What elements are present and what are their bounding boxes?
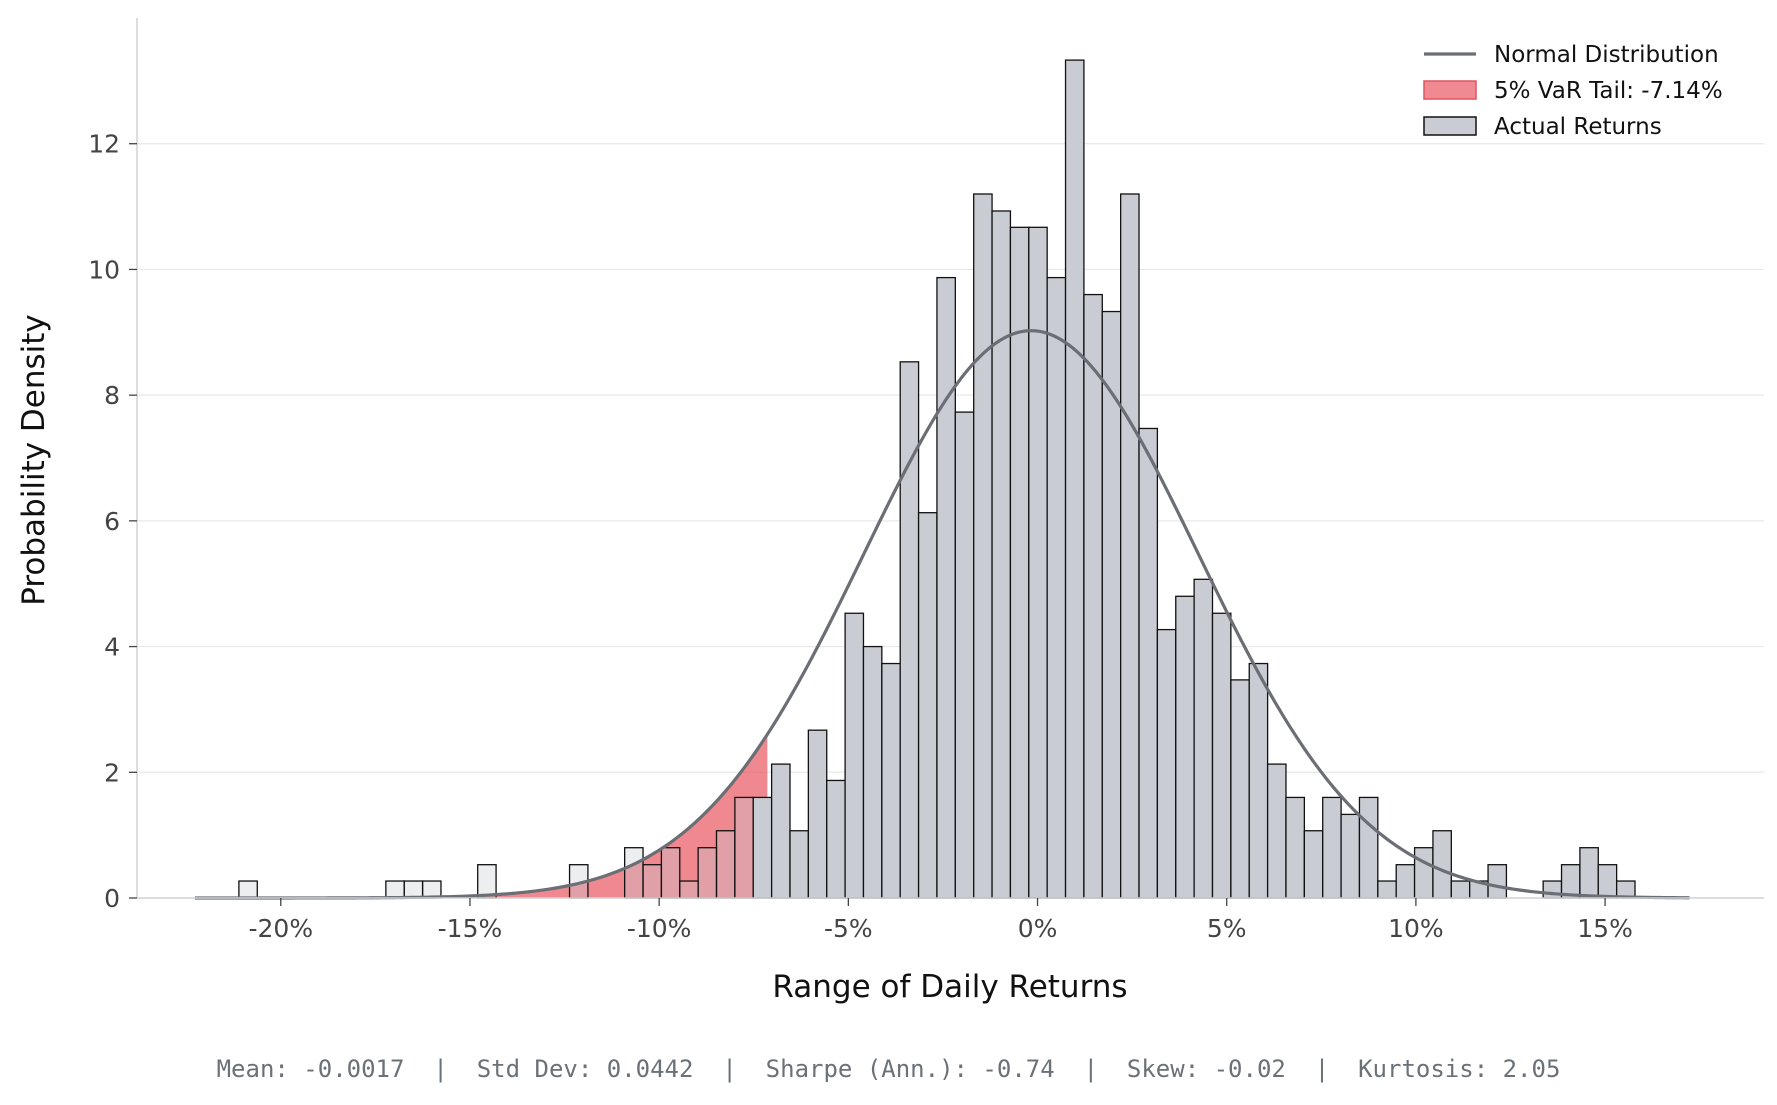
histogram-bar [1432, 830, 1452, 899]
x-tick-label: -10% [627, 914, 692, 943]
histogram-bar [973, 193, 993, 899]
histogram-bar [1377, 880, 1397, 899]
histogram-bar [1266, 763, 1287, 899]
histogram-bar [734, 796, 754, 899]
histogram-bar [936, 276, 956, 899]
histogram-bar [899, 361, 920, 899]
histogram-bar [752, 796, 773, 899]
histogram-bar [715, 830, 736, 899]
histogram-bar [1248, 662, 1269, 899]
var-tail-layer [194, 734, 768, 898]
legend: Normal Distribution 5% VaR Tail: -7.14% Ac… [1423, 42, 1723, 140]
legend-label: Normal Distribution [1494, 42, 1719, 68]
legend-patch-swatch [1423, 116, 1477, 136]
histogram-bar [862, 645, 883, 899]
histogram-bar [1064, 59, 1085, 899]
histogram-bar [385, 880, 405, 899]
histogram-bar [954, 411, 975, 899]
histogram-bar [679, 880, 699, 899]
histogram-bar [1193, 578, 1214, 899]
histogram-bar [844, 612, 865, 899]
y-tick-label: 10 [88, 255, 120, 284]
y-tick-label: 0 [104, 884, 120, 913]
histogram-bar [642, 864, 663, 899]
x-tick-label: 10% [1388, 914, 1444, 943]
histogram-bar [1413, 847, 1434, 899]
histogram-bar [1358, 796, 1379, 899]
histogram-bar [1009, 226, 1030, 899]
histogram-bar [881, 662, 901, 899]
histogram-bar [477, 864, 497, 899]
x-tick-label: 0% [1018, 914, 1058, 943]
histogram-bar [697, 847, 718, 899]
y-tick-label: 2 [104, 758, 120, 787]
normal-curve-layer [194, 329, 1690, 900]
histogram-bar [770, 763, 791, 899]
histogram-bar [1175, 595, 1195, 899]
histogram-bar [238, 880, 258, 899]
x-tick-label: 15% [1577, 914, 1633, 943]
histogram-bar [624, 847, 644, 899]
x-tick-label: -15% [438, 914, 503, 943]
histogram-bar [1028, 226, 1048, 899]
tick-labels: -20% -15% -10% -5% 0% 5% 10% 15% 0 2 4 6 8 10 12 [88, 130, 1633, 943]
legend-label: 5% VaR Tail: -7.14% [1494, 78, 1723, 104]
y-tick-label: 8 [104, 381, 120, 410]
histogram-bar [807, 729, 828, 899]
normal-distribution-line [194, 329, 1690, 900]
x-tick-label: 5% [1207, 914, 1247, 943]
summary-statistics: Mean: -0.0017 | Std Dev: 0.0442 | Sharpe… [216, 1055, 1561, 1083]
y-tick-label: 6 [104, 507, 120, 536]
histogram-bar [1450, 880, 1471, 899]
legend-label: Actual Returns [1494, 114, 1662, 140]
histogram-bar [1285, 796, 1305, 899]
histogram-bar [1303, 830, 1324, 899]
axes [136, 18, 1764, 899]
x-tick-label: -5% [824, 914, 873, 943]
var-tail-area [194, 734, 768, 898]
y-axis-title: Probability Density [16, 314, 52, 606]
histogram-bar [1395, 864, 1416, 899]
histogram-bar [1120, 193, 1140, 899]
histogram-bar [660, 847, 681, 899]
histogram-bar [1597, 864, 1618, 899]
histogram-bar [917, 512, 938, 899]
histogram-bar [1046, 276, 1067, 899]
histogram-bar [1138, 427, 1159, 899]
histogram-bar [1340, 813, 1361, 899]
histogram-bar [1487, 864, 1508, 899]
histogram-bar [1156, 628, 1177, 899]
x-tick-label: -20% [248, 914, 313, 943]
x-axis-title: Range of Daily Returns [772, 969, 1127, 1005]
y-tick-label: 4 [104, 633, 120, 662]
histogram-bar [991, 210, 1012, 899]
histogram-bar [1083, 293, 1103, 899]
legend-patch-swatch [1423, 80, 1477, 100]
histogram-bar [1211, 612, 1232, 899]
histogram-bar [1322, 796, 1342, 899]
y-tick-label: 12 [88, 130, 120, 159]
histogram-bar [1579, 847, 1599, 899]
histogram-bar [403, 880, 424, 899]
histogram-bar [1230, 679, 1250, 899]
histogram-bar [826, 779, 846, 899]
histogram-bar [789, 830, 810, 899]
